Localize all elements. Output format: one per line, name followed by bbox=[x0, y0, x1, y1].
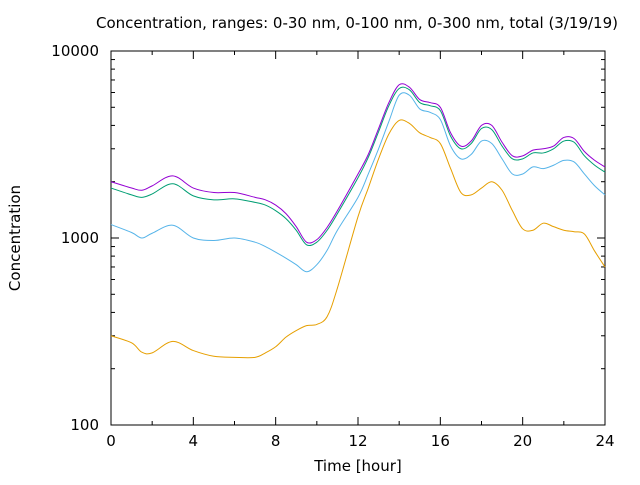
x-axis-label: Time [hour] bbox=[313, 457, 402, 475]
chart-title: Concentration, ranges: 0-30 nm, 0-100 nm… bbox=[96, 14, 618, 32]
x-tick-label: 20 bbox=[513, 432, 532, 450]
x-tick-label: 0 bbox=[106, 432, 116, 450]
y-axis-label: Concentration bbox=[6, 185, 24, 291]
y-axis-ticks: 100 1000 10000 bbox=[51, 42, 605, 434]
y-tick-label: 10000 bbox=[51, 42, 99, 60]
y-tick-label: 100 bbox=[70, 416, 99, 434]
x-tick-label: 12 bbox=[348, 432, 367, 450]
x-tick-label: 16 bbox=[431, 432, 450, 450]
x-axis-ticks: 0 4 8 12 16 20 24 bbox=[106, 51, 615, 450]
x-tick-label: 4 bbox=[189, 432, 199, 450]
series-line-1 bbox=[110, 119, 606, 359]
plot-frame bbox=[110, 50, 606, 426]
series-line-4 bbox=[110, 83, 606, 244]
y-tick-label: 1000 bbox=[61, 229, 99, 247]
series-line-3 bbox=[110, 86, 606, 247]
x-tick-label: 8 bbox=[271, 432, 281, 450]
x-tick-label: 24 bbox=[595, 432, 614, 450]
series-group bbox=[110, 83, 606, 359]
series-line-2 bbox=[110, 92, 606, 273]
